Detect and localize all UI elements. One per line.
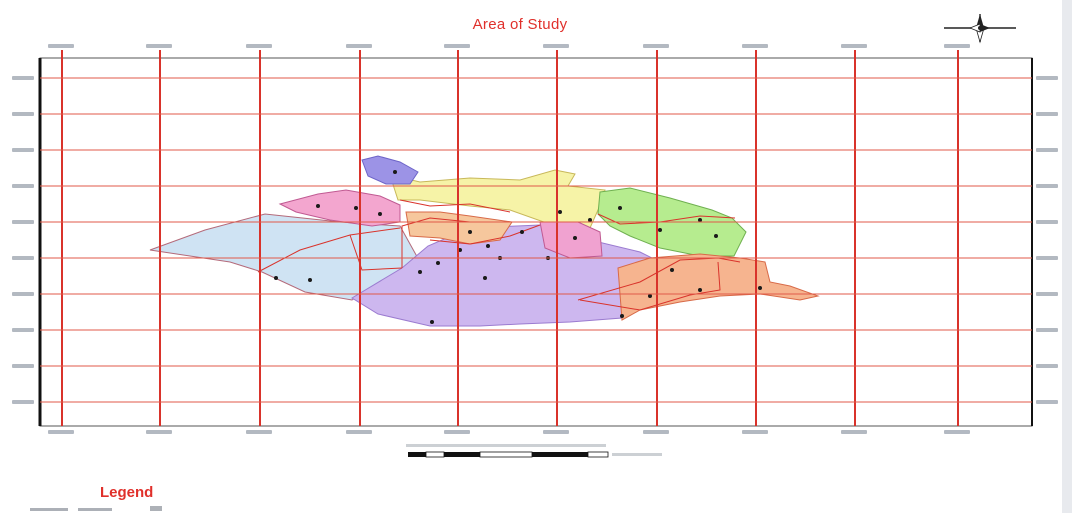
right-tick-labels [1036, 76, 1058, 404]
compass-rose-icon [944, 14, 1016, 44]
left-tick-labels [12, 76, 34, 404]
legend-entry-smudge [30, 506, 162, 511]
bottom-tick-labels [48, 430, 970, 434]
region-northwest-pink [278, 189, 401, 227]
top-tick-labels [48, 44, 970, 48]
page-edge [1062, 0, 1072, 513]
map-title: Area of Study [472, 16, 568, 33]
legend-title: Legend [100, 484, 154, 501]
city-markers [274, 170, 762, 324]
graticule-meridians [61, 50, 959, 426]
region-north-indigo [361, 155, 419, 185]
region-southeast-orange [617, 253, 820, 321]
graticule-parallels [40, 77, 1032, 403]
scale-bar [406, 444, 662, 458]
